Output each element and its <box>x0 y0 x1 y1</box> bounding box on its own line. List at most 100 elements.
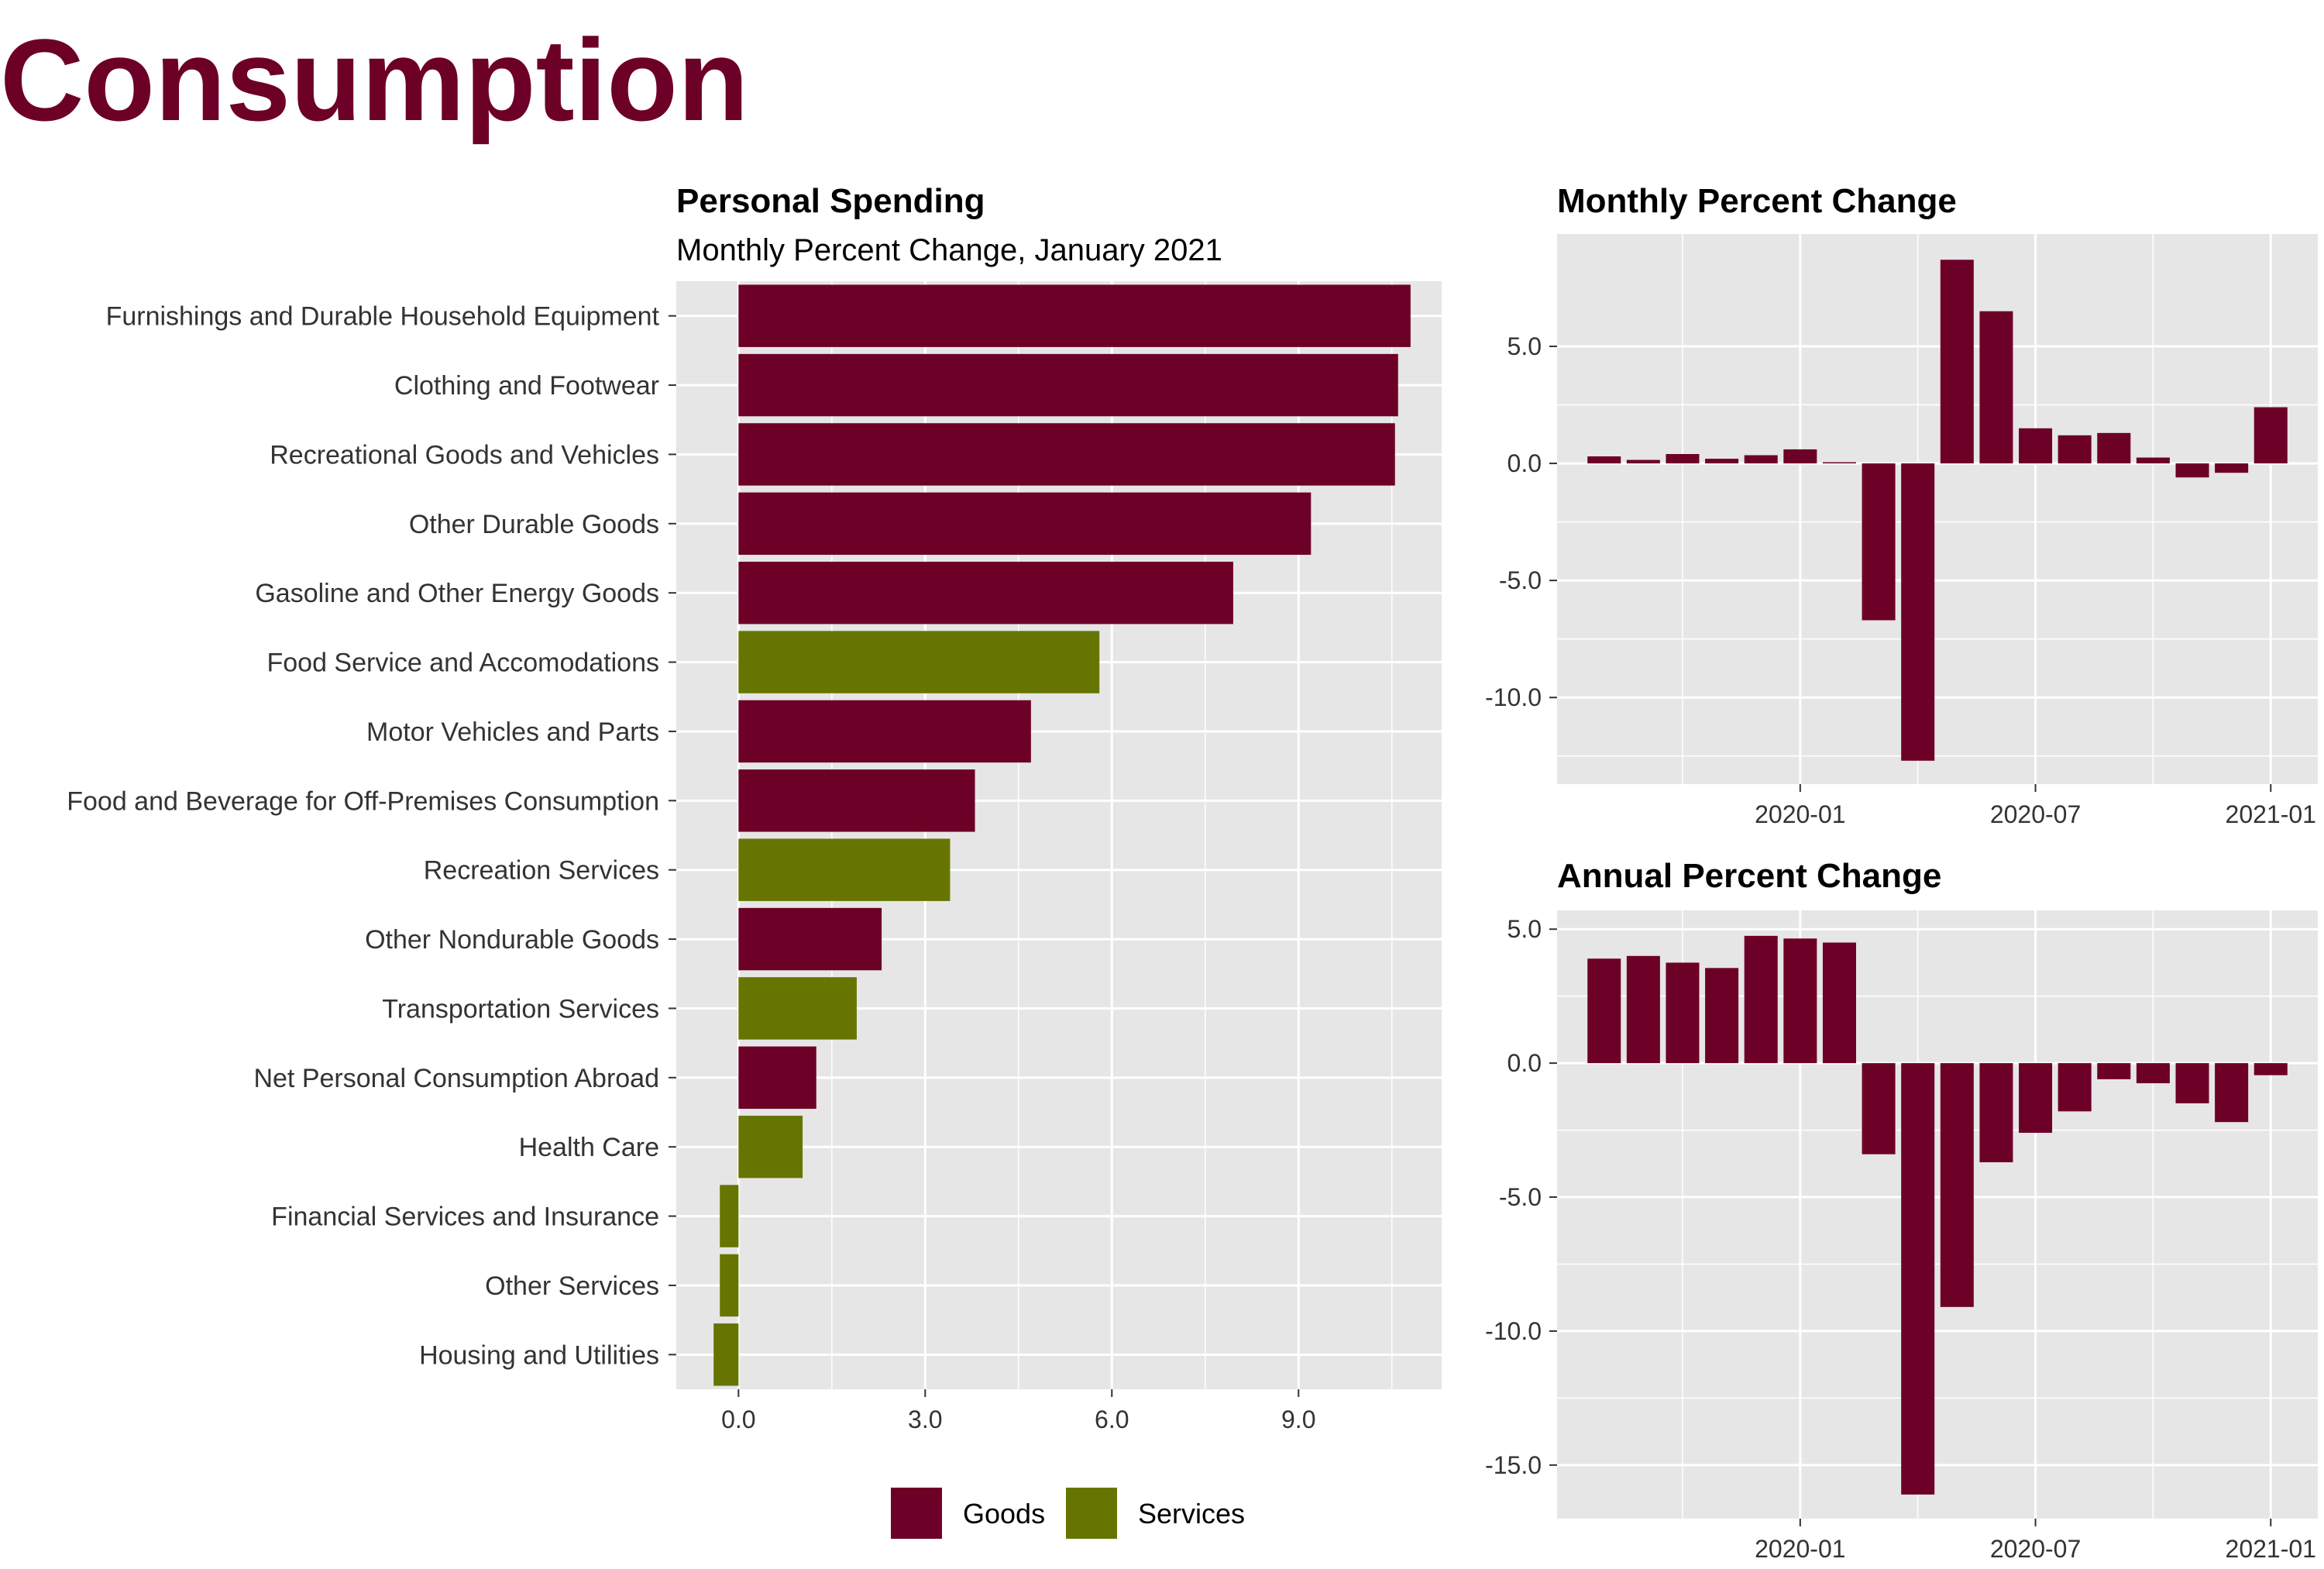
category-label-motor-vehicles-and-parts: Motor Vehicles and Parts <box>366 717 659 747</box>
spending-chart-title: Personal Spending <box>676 182 985 220</box>
bar-other-durable-goods <box>738 492 1312 556</box>
annual-bar-2020-04 <box>1901 1063 1935 1495</box>
monthly-bar-2019-10 <box>1666 454 1700 464</box>
annual-y-tick-label: 0.0 <box>1508 1049 1542 1077</box>
monthly-bar-2020-09 <box>2097 432 2131 464</box>
bar-motor-vehicles-and-parts <box>738 700 1031 763</box>
category-label-other-services: Other Services <box>485 1271 659 1301</box>
spending-x-tick-label: 0.0 <box>721 1406 755 1433</box>
monthly-bar-2020-02 <box>1822 462 1856 464</box>
monthly-bar-2020-06 <box>1979 311 2013 464</box>
category-label-health-care: Health Care <box>519 1133 659 1162</box>
annual-bar-2020-06 <box>1979 1063 2013 1163</box>
monthly-y-tick-label: 0.0 <box>1508 449 1542 477</box>
monthly-chart-title: Monthly Percent Change <box>1557 182 1957 220</box>
category-label-clothing-and-footwear: Clothing and Footwear <box>394 371 659 401</box>
bar-food-and-beverage-for-off-premises-consumption <box>738 769 975 832</box>
monthly-bar-2020-10 <box>2136 457 2170 464</box>
annual-x-tick-label: 2020-01 <box>1755 1535 1845 1563</box>
monthly-y-tick-label: -10.0 <box>1485 683 1542 711</box>
monthly-bar-2019-09 <box>1626 459 1660 464</box>
annual-bar-2020-01 <box>1783 938 1817 1064</box>
monthly-change-chart: -10.0 -5.0 0.0 5.0 2020-01 2020-07 2021-01 <box>1485 234 2318 828</box>
annual-bar-2019-11 <box>1705 968 1739 1064</box>
annual-bar-2019-09 <box>1626 955 1660 1064</box>
monthly-bar-2020-03 <box>1862 463 1896 621</box>
legend-label-services: Services <box>1138 1498 1245 1529</box>
bar-clothing-and-footwear <box>738 353 1398 417</box>
monthly-bar-2020-08 <box>2058 435 2092 464</box>
bar-recreation-services <box>738 838 951 901</box>
monthly-x-tick-label: 2020-07 <box>1990 800 2081 828</box>
monthly-bar-2020-05 <box>1940 260 1974 464</box>
spending-x-tick-label: 9.0 <box>1281 1406 1315 1433</box>
annual-bar-2021-01 <box>2254 1063 2288 1075</box>
spending-x-tick-label: 6.0 <box>1095 1406 1129 1433</box>
bar-financial-services-and-insurance <box>720 1185 739 1247</box>
annual-bar-2020-12 <box>2215 1063 2249 1123</box>
legend: Goods Services <box>891 1488 1245 1539</box>
page-title: Consumption <box>0 15 749 145</box>
annual-bar-2020-05 <box>1940 1063 1974 1307</box>
monthly-bar-2020-04 <box>1901 463 1935 761</box>
annual-bar-2020-10 <box>2136 1063 2170 1084</box>
monthly-bar-2019-08 <box>1587 456 1621 464</box>
legend-swatch-services <box>1066 1488 1117 1539</box>
annual-change-chart: -15.0 -10.0 -5.0 0.0 5.0 2020-01 2020-07 2021-0… <box>1485 910 2318 1563</box>
bar-transportation-services <box>738 977 857 1040</box>
category-label-net-personal-consumption-abroad: Net Personal Consumption Abroad <box>253 1064 659 1093</box>
bar-housing-and-utilities <box>713 1323 739 1386</box>
category-label-housing-and-utilities: Housing and Utilities <box>419 1340 659 1370</box>
bar-health-care <box>738 1115 803 1178</box>
legend-label-goods: Goods <box>963 1498 1045 1529</box>
annual-bar-2019-08 <box>1587 958 1621 1064</box>
legend-swatch-goods <box>891 1488 942 1539</box>
bar-food-service-and-accomodations <box>738 631 1100 693</box>
annual-bar-2020-07 <box>2019 1063 2053 1134</box>
annual-x-tick-label: 2020-07 <box>1990 1535 2081 1563</box>
category-label-gasoline-and-other-energy-goods: Gasoline and Other Energy Goods <box>255 579 659 608</box>
annual-bar-2020-03 <box>1862 1063 1896 1154</box>
monthly-bar-2021-01 <box>2254 407 2288 464</box>
category-label-recreational-goods-and-vehicles: Recreational Goods and Vehicles <box>270 440 659 470</box>
category-label-other-durable-goods: Other Durable Goods <box>409 510 659 539</box>
monthly-y-tick-label: 5.0 <box>1508 332 1542 360</box>
annual-bar-2019-10 <box>1666 962 1700 1064</box>
annual-y-tick-label: 5.0 <box>1508 915 1542 943</box>
spending-chart: 0.0 3.0 6.0 9.0 Furnishings and Durable Hous… <box>67 281 1442 1433</box>
bar-furnishings-and-durable-household-equipment <box>738 284 1411 347</box>
monthly-bar-2019-12 <box>1744 455 1778 464</box>
monthly-plot-background <box>1557 234 2318 784</box>
monthly-bar-2020-12 <box>2215 463 2249 473</box>
annual-chart-title: Annual Percent Change <box>1557 857 1941 895</box>
bar-other-nondurable-goods <box>738 907 882 971</box>
category-label-transportation-services: Transportation Services <box>382 994 659 1024</box>
category-label-financial-services-and-insurance: Financial Services and Insurance <box>271 1203 659 1232</box>
monthly-bar-2019-11 <box>1705 459 1739 464</box>
category-label-other-nondurable-goods: Other Nondurable Goods <box>365 925 659 955</box>
category-label-recreation-services: Recreation Services <box>424 856 659 886</box>
spending-x-tick-label: 3.0 <box>908 1406 942 1433</box>
annual-y-tick-label: -10.0 <box>1485 1317 1542 1345</box>
annual-y-tick-label: -5.0 <box>1499 1183 1542 1211</box>
category-label-furnishings-and-durable-household-equipment: Furnishings and Durable Household Equipm… <box>106 302 660 332</box>
category-label-food-and-beverage-for-off-premises-consumption: Food and Beverage for Off-Premises Consu… <box>67 786 659 816</box>
category-label-food-service-and-accomodations: Food Service and Accomodations <box>266 649 659 678</box>
monthly-y-tick-label: -5.0 <box>1499 566 1542 594</box>
annual-bar-2020-02 <box>1822 942 1856 1064</box>
monthly-x-tick-label: 2020-01 <box>1755 800 1845 828</box>
annual-y-tick-label: -15.0 <box>1485 1451 1542 1479</box>
bar-other-services <box>720 1254 739 1317</box>
spending-chart-subtitle: Monthly Percent Change, January 2021 <box>676 233 1222 267</box>
bar-recreational-goods-and-vehicles <box>738 423 1395 486</box>
annual-bar-2020-08 <box>2058 1063 2092 1112</box>
monthly-x-tick-label: 2021-01 <box>2226 800 2316 828</box>
annual-bar-2019-12 <box>1744 935 1778 1064</box>
monthly-bar-2020-07 <box>2019 428 2053 464</box>
annual-x-tick-label: 2021-01 <box>2226 1535 2316 1563</box>
monthly-bar-2020-11 <box>2175 463 2209 478</box>
bar-net-personal-consumption-abroad <box>738 1046 816 1110</box>
bar-gasoline-and-other-energy-goods <box>738 561 1233 625</box>
annual-bar-2020-11 <box>2175 1063 2209 1103</box>
